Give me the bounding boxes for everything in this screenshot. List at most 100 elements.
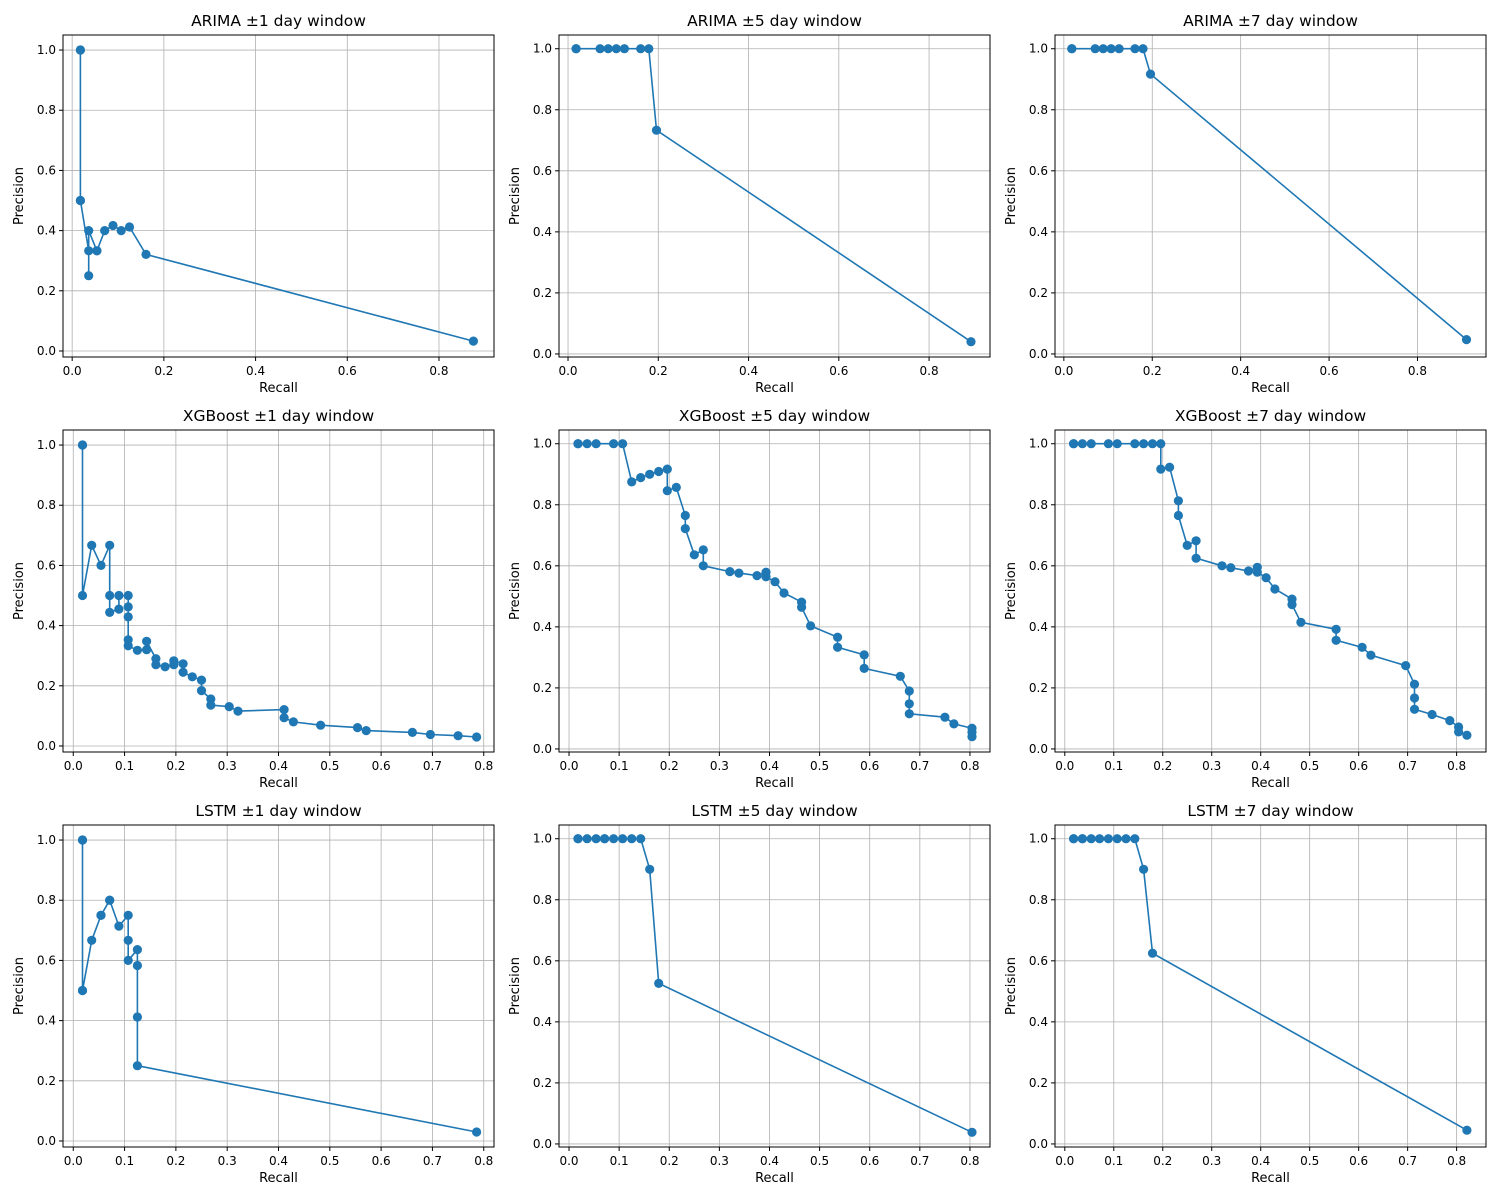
data-point bbox=[582, 439, 592, 449]
x-tick-label: 0.6 bbox=[372, 759, 391, 773]
y-axis-label: Precision bbox=[12, 957, 27, 1015]
data-point bbox=[468, 336, 478, 346]
x-axis-label: Recall bbox=[259, 381, 298, 396]
x-tick-label: 0.0 bbox=[64, 1154, 83, 1168]
y-tick-label: 0.6 bbox=[1029, 954, 1048, 968]
data-point bbox=[770, 577, 780, 587]
x-tick-label: 0.8 bbox=[920, 364, 939, 378]
x-tick-label: 0.4 bbox=[1251, 1154, 1270, 1168]
x-tick-label: 0.7 bbox=[910, 1154, 929, 1168]
y-axis-label: Precision bbox=[12, 167, 27, 225]
data-point bbox=[1182, 540, 1192, 551]
data-point bbox=[132, 945, 142, 955]
data-point bbox=[123, 602, 133, 612]
chart-title: LSTM ±7 day window bbox=[1187, 802, 1354, 820]
series-line bbox=[578, 442, 973, 737]
y-tick-label: 1.0 bbox=[37, 833, 56, 847]
data-point bbox=[132, 645, 142, 655]
x-tick-label: 0.3 bbox=[1202, 759, 1221, 773]
x-tick-label: 0.4 bbox=[1231, 364, 1250, 378]
y-tick-label: 0.2 bbox=[533, 1076, 552, 1090]
data-point bbox=[600, 834, 610, 844]
x-tick-label: 0.0 bbox=[559, 1154, 578, 1168]
data-point bbox=[132, 960, 142, 971]
data-point bbox=[75, 195, 85, 206]
data-point bbox=[1261, 573, 1271, 583]
data-point bbox=[233, 706, 243, 716]
data-point bbox=[1147, 948, 1158, 958]
y-axis-label: Precision bbox=[1004, 957, 1019, 1015]
data-point bbox=[472, 732, 482, 742]
x-tick-label: 0.3 bbox=[710, 1154, 729, 1168]
x-tick-label: 0.5 bbox=[810, 759, 829, 773]
data-point bbox=[734, 568, 744, 578]
data-point bbox=[1130, 834, 1140, 844]
data-point bbox=[895, 671, 905, 681]
y-tick-label: 0.6 bbox=[37, 163, 56, 177]
data-point bbox=[352, 723, 363, 733]
y-tick-label: 0.4 bbox=[1029, 620, 1048, 634]
data-point bbox=[169, 656, 179, 666]
data-point bbox=[92, 246, 102, 256]
x-tick-label: 0.2 bbox=[1143, 364, 1162, 378]
axes-frame bbox=[1054, 34, 1487, 358]
y-tick-label: 0.6 bbox=[533, 954, 552, 968]
x-tick-label: 0.3 bbox=[218, 1154, 237, 1168]
chart-panel-3: 0.0 0.1 0.2 0.3 0.4 0.5 0.6 0.7 0.8 0.0 0.2 0.4 0.6 0… bbox=[12, 407, 495, 791]
data-point bbox=[698, 545, 708, 555]
data-point bbox=[1217, 561, 1227, 571]
data-point bbox=[698, 561, 708, 571]
data-point bbox=[627, 477, 637, 487]
data-point bbox=[609, 834, 619, 844]
data-point bbox=[279, 705, 289, 715]
x-tick-label: 0.6 bbox=[860, 1154, 879, 1168]
data-point bbox=[114, 590, 124, 601]
data-point bbox=[105, 540, 115, 550]
chart-panel-4: 0.0 0.1 0.2 0.3 0.4 0.5 0.6 0.7 0.8 0.0 0.2 0.4 0.6 0… bbox=[508, 407, 991, 791]
x-tick-label: 0.1 bbox=[115, 1154, 134, 1168]
data-point bbox=[1130, 44, 1140, 54]
data-point bbox=[654, 466, 664, 477]
y-tick-label: 0.6 bbox=[1029, 164, 1048, 178]
y-tick-label: 0.4 bbox=[1029, 1015, 1048, 1029]
x-tick-label: 0.6 bbox=[1320, 364, 1339, 378]
data-point bbox=[1156, 439, 1166, 449]
x-tick-label: 0.0 bbox=[64, 759, 83, 773]
x-tick-label: 0.2 bbox=[166, 1154, 185, 1168]
x-tick-label: 0.7 bbox=[423, 759, 442, 773]
data-point bbox=[1106, 44, 1116, 54]
data-point bbox=[833, 632, 843, 642]
data-point bbox=[779, 588, 789, 598]
data-point bbox=[178, 667, 188, 677]
x-tick-label: 0.0 bbox=[1054, 364, 1073, 378]
y-tick-label: 0.8 bbox=[1029, 498, 1048, 512]
x-tick-label: 0.0 bbox=[63, 364, 82, 378]
y-tick-label: 0.4 bbox=[37, 1014, 56, 1028]
data-point bbox=[1121, 834, 1131, 844]
data-point bbox=[84, 226, 94, 236]
y-tick-label: 0.6 bbox=[37, 558, 56, 572]
data-point bbox=[1331, 624, 1341, 634]
y-tick-label: 1.0 bbox=[37, 438, 56, 452]
y-tick-label: 1.0 bbox=[37, 43, 56, 57]
data-point bbox=[725, 567, 735, 577]
data-point bbox=[1067, 44, 1077, 54]
data-point bbox=[761, 572, 771, 582]
x-tick-label: 0.6 bbox=[338, 364, 357, 378]
x-tick-label: 0.5 bbox=[1300, 759, 1319, 773]
data-point bbox=[662, 464, 672, 474]
data-point bbox=[1173, 496, 1183, 506]
x-tick-label: 0.8 bbox=[429, 364, 448, 378]
axes-frame bbox=[62, 34, 495, 358]
data-point bbox=[142, 636, 152, 646]
data-point bbox=[1296, 617, 1306, 627]
y-tick-label: 0.2 bbox=[37, 1074, 56, 1088]
x-tick-label: 0.3 bbox=[218, 759, 237, 773]
x-axis-label: Recall bbox=[1251, 1171, 1290, 1186]
data-point bbox=[1090, 44, 1100, 54]
x-axis-label: Recall bbox=[259, 776, 298, 791]
series-line bbox=[81, 840, 477, 1133]
data-point bbox=[425, 729, 435, 740]
x-tick-label: 0.6 bbox=[1349, 1154, 1368, 1168]
data-point bbox=[645, 469, 655, 479]
